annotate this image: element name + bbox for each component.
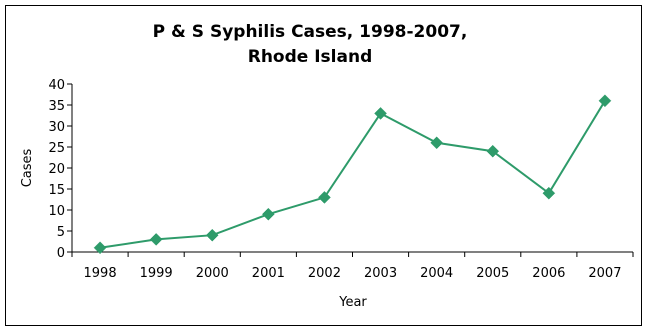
data-point-marker — [430, 136, 444, 150]
chart-frame — [5, 5, 642, 326]
x-tick-label: 2006 — [532, 266, 565, 281]
chart-title-line2: Rhode Island — [248, 47, 373, 67]
x-tick-label: 2007 — [588, 266, 621, 281]
data-point-marker — [542, 186, 556, 200]
x-tick-label: 2000 — [196, 266, 229, 281]
data-point-marker — [486, 144, 500, 158]
data-point-marker — [318, 191, 331, 204]
y-tick-label: 40 — [48, 78, 65, 93]
x-tick-label: 2001 — [252, 266, 285, 281]
x-tick-label: 2002 — [308, 266, 341, 281]
data-point-marker — [598, 94, 612, 108]
series-line — [99, 100, 606, 249]
chart-title-line1: P & S Syphilis Cases, 1998-2007, — [153, 22, 468, 42]
y-tick-label: 15 — [48, 183, 65, 198]
data-point-marker — [93, 241, 107, 255]
y-tick-label: 0 — [57, 246, 65, 261]
x-tick-label: 2005 — [476, 266, 509, 281]
data-point-marker — [149, 233, 163, 246]
y-tick-label: 30 — [48, 120, 65, 135]
x-axis: 1998 1999 2000 2001 2002 2003 2004 2005 2006 2007 — [71, 251, 634, 281]
x-tick-label: 2003 — [364, 266, 397, 281]
y-tick-label: 5 — [57, 225, 65, 240]
data-point-marker — [205, 228, 219, 242]
x-tick-label: 1999 — [140, 266, 173, 281]
x-axis-label: Year — [338, 295, 367, 310]
y-tick-label: 20 — [48, 162, 65, 177]
y-tick-label: 35 — [48, 99, 65, 114]
data-point-marker — [374, 107, 387, 120]
data-point-marker — [261, 207, 275, 221]
y-tick-label: 10 — [48, 204, 65, 219]
y-axis-label: Cases — [20, 148, 35, 187]
x-tick-label: 2004 — [420, 266, 453, 281]
y-tick-label: 25 — [48, 141, 65, 156]
x-tick-label: 1998 — [84, 266, 117, 281]
series-cases — [93, 94, 612, 255]
y-axis: 0 5 10 15 20 25 30 35 40 — [48, 78, 73, 261]
